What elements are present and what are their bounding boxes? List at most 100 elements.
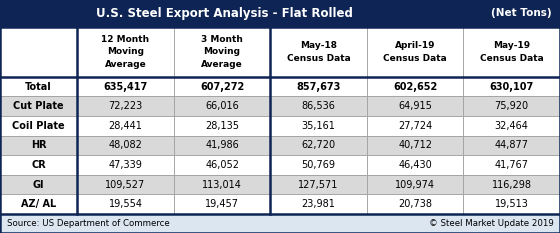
- Bar: [464, 155, 560, 175]
- Text: © Steel Market Update 2019: © Steel Market Update 2019: [428, 219, 553, 228]
- Text: U.S. Steel Export Analysis - Flat Rolled: U.S. Steel Export Analysis - Flat Rolled: [96, 7, 352, 20]
- Text: HR: HR: [31, 140, 46, 150]
- Text: (Net Tons): (Net Tons): [491, 8, 552, 18]
- Text: 32,464: 32,464: [495, 121, 529, 131]
- Text: 607,272: 607,272: [200, 82, 244, 92]
- Text: 62,720: 62,720: [302, 140, 335, 150]
- Bar: [77, 27, 174, 77]
- Bar: [77, 175, 174, 194]
- Bar: [77, 155, 174, 175]
- Bar: [270, 175, 367, 194]
- Bar: [0, 175, 77, 194]
- Bar: [464, 96, 560, 116]
- Bar: [0, 27, 560, 77]
- Bar: [0, 214, 560, 233]
- Bar: [77, 77, 174, 96]
- Bar: [174, 136, 270, 155]
- Text: 41,986: 41,986: [205, 140, 239, 150]
- Text: 19,457: 19,457: [205, 199, 239, 209]
- Text: 116,298: 116,298: [492, 180, 532, 189]
- Text: 35,161: 35,161: [302, 121, 335, 131]
- Bar: [464, 116, 560, 136]
- Bar: [367, 175, 464, 194]
- Bar: [174, 155, 270, 175]
- Bar: [367, 136, 464, 155]
- Bar: [367, 116, 464, 136]
- Bar: [367, 77, 464, 96]
- Bar: [464, 175, 560, 194]
- Text: Cut Plate: Cut Plate: [13, 101, 64, 111]
- Text: 109,527: 109,527: [105, 180, 146, 189]
- Text: 50,769: 50,769: [302, 160, 335, 170]
- Text: May-18
Census Data: May-18 Census Data: [287, 41, 351, 63]
- Text: AZ/ AL: AZ/ AL: [21, 199, 56, 209]
- Text: 19,554: 19,554: [109, 199, 143, 209]
- Bar: [367, 194, 464, 214]
- Bar: [367, 155, 464, 175]
- Text: 41,767: 41,767: [494, 160, 529, 170]
- Text: 127,571: 127,571: [298, 180, 339, 189]
- Text: 86,536: 86,536: [302, 101, 335, 111]
- Text: 635,417: 635,417: [104, 82, 148, 92]
- Text: 857,673: 857,673: [296, 82, 341, 92]
- Bar: [0, 27, 77, 77]
- Text: 20,738: 20,738: [398, 199, 432, 209]
- Bar: [0, 116, 77, 136]
- Bar: [0, 0, 560, 27]
- Text: 630,107: 630,107: [489, 82, 534, 92]
- Bar: [0, 136, 77, 155]
- Text: 602,652: 602,652: [393, 82, 437, 92]
- Bar: [367, 27, 464, 77]
- Text: CR: CR: [31, 160, 46, 170]
- Bar: [270, 136, 367, 155]
- Text: 19,513: 19,513: [495, 199, 529, 209]
- Text: 44,877: 44,877: [494, 140, 529, 150]
- Text: April-19
Census Data: April-19 Census Data: [383, 41, 447, 63]
- Bar: [464, 194, 560, 214]
- Text: GI: GI: [33, 180, 44, 189]
- Bar: [0, 77, 77, 96]
- Text: 28,441: 28,441: [109, 121, 142, 131]
- Text: 27,724: 27,724: [398, 121, 432, 131]
- Bar: [174, 77, 270, 96]
- Bar: [270, 27, 367, 77]
- Bar: [0, 96, 77, 116]
- Bar: [0, 155, 77, 175]
- Bar: [270, 96, 367, 116]
- Text: 46,052: 46,052: [205, 160, 239, 170]
- Bar: [174, 175, 270, 194]
- Text: 113,014: 113,014: [202, 180, 242, 189]
- Text: 47,339: 47,339: [109, 160, 142, 170]
- Text: 28,135: 28,135: [205, 121, 239, 131]
- Bar: [174, 96, 270, 116]
- Bar: [464, 136, 560, 155]
- Text: 64,915: 64,915: [398, 101, 432, 111]
- Bar: [77, 194, 174, 214]
- Bar: [270, 194, 367, 214]
- Bar: [367, 96, 464, 116]
- Bar: [174, 194, 270, 214]
- Text: 48,082: 48,082: [109, 140, 142, 150]
- Text: 46,430: 46,430: [398, 160, 432, 170]
- Text: 40,712: 40,712: [398, 140, 432, 150]
- Text: Total: Total: [25, 82, 52, 92]
- Bar: [464, 77, 560, 96]
- Text: 66,016: 66,016: [205, 101, 239, 111]
- Text: Source: US Department of Commerce: Source: US Department of Commerce: [7, 219, 170, 228]
- Bar: [270, 77, 367, 96]
- Bar: [270, 116, 367, 136]
- Bar: [0, 194, 77, 214]
- Bar: [464, 27, 560, 77]
- Bar: [270, 155, 367, 175]
- Text: 3 Month
Moving
Average: 3 Month Moving Average: [201, 35, 243, 69]
- Text: 12 Month
Moving
Average: 12 Month Moving Average: [101, 35, 150, 69]
- Bar: [77, 116, 174, 136]
- Text: May-19
Census Data: May-19 Census Data: [480, 41, 544, 63]
- Text: 109,974: 109,974: [395, 180, 435, 189]
- Bar: [174, 27, 270, 77]
- Text: 75,920: 75,920: [494, 101, 529, 111]
- Bar: [174, 116, 270, 136]
- Text: 72,223: 72,223: [109, 101, 143, 111]
- Bar: [77, 96, 174, 116]
- Text: 23,981: 23,981: [302, 199, 335, 209]
